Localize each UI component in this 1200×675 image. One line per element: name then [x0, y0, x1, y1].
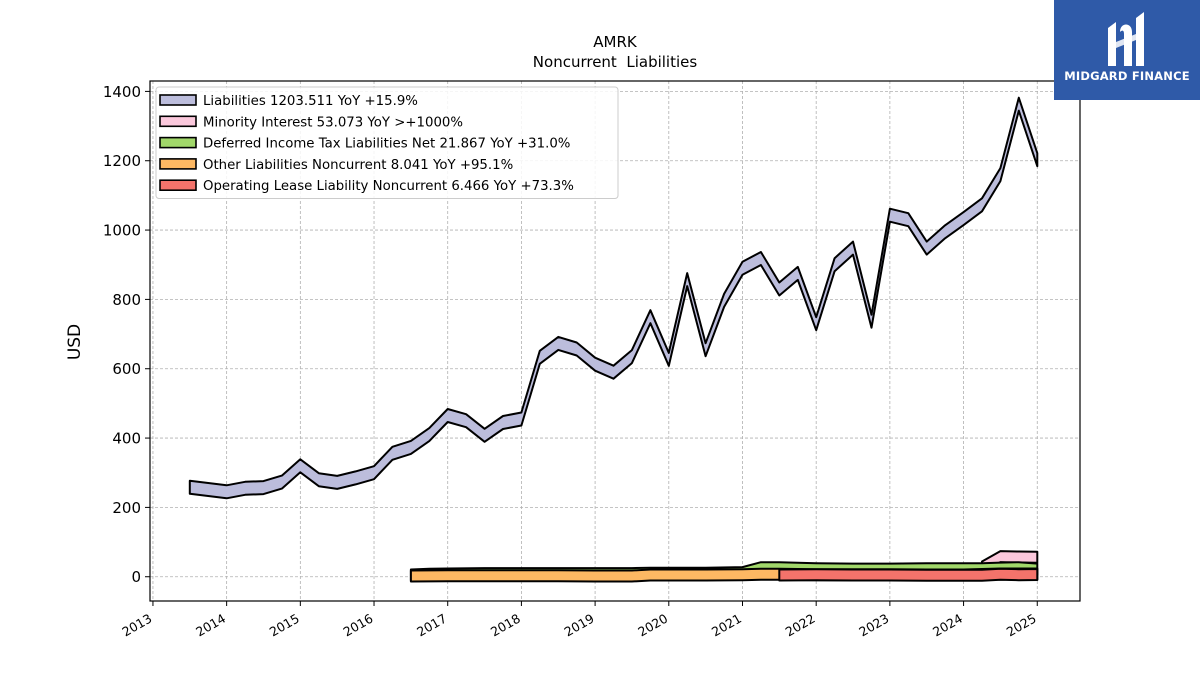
y-tick-label: 600	[112, 360, 141, 378]
legend-entry: Deferred Income Tax Liabilities Net 21.8…	[203, 137, 570, 152]
x-tick-label: 2018	[488, 611, 523, 640]
midgard-finance-logo: MIDGARD FINANCE	[1054, 0, 1200, 100]
logo-text: MIDGARD FINANCE	[1064, 69, 1190, 83]
series-band-operating-lease-liability-noncurrent	[778, 567, 1039, 582]
plot-frame	[149, 80, 1081, 602]
x-tick-label: 2020	[635, 611, 670, 640]
y-tick-label: 200	[112, 499, 141, 517]
legend-entry: Minority Interest 53.073 YoY >+1000%	[203, 115, 463, 130]
x-tick-label: 2019	[562, 611, 597, 640]
legend-swatch	[159, 94, 197, 106]
x-tick-label: 2022	[783, 611, 818, 640]
x-tick-label: 2016	[340, 611, 375, 640]
chart-subtitle: Noncurrent Liabilities	[533, 53, 698, 71]
chart-title: AMRK	[593, 33, 638, 51]
y-tick-label: 1200	[103, 152, 141, 170]
x-tick-label: 2021	[709, 611, 744, 640]
series-group	[188, 96, 1039, 583]
legend-entry: Operating Lease Liability Noncurrent 6.4…	[203, 179, 574, 194]
legend-swatch	[159, 115, 197, 128]
legend: Liabilities 1203.511 YoY +15.9% Minority …	[155, 86, 619, 199]
y-tick-label: 800	[112, 291, 141, 309]
legend-entry: Liabilities 1203.511 YoY +15.9%	[203, 94, 418, 109]
x-tick-label: 2024	[930, 611, 965, 640]
y-tick-label: 0	[131, 568, 141, 586]
legend-box	[155, 86, 619, 199]
legend-swatch	[159, 136, 197, 149]
x-tick-label: 2013	[119, 611, 154, 640]
series-band-liabilities	[188, 96, 1039, 500]
legend-swatch	[159, 158, 197, 170]
y-axis-label: USD	[65, 324, 85, 360]
x-tick-label: 2017	[414, 611, 449, 640]
y-tick-label: 1400	[103, 83, 141, 101]
legend-entry: Other Liabilities Noncurrent 8.041 YoY +…	[203, 158, 513, 173]
y-tick-label: 1000	[103, 222, 141, 240]
x-tick-label: 2025	[1004, 611, 1039, 640]
x-tick-label: 2015	[267, 611, 302, 640]
legend-swatch	[159, 179, 197, 191]
midgard-logo-icon	[1108, 12, 1144, 66]
y-tick-label: 400	[112, 430, 141, 448]
x-tick-label: 2014	[193, 611, 228, 640]
x-tick-label: 2023	[856, 611, 891, 640]
